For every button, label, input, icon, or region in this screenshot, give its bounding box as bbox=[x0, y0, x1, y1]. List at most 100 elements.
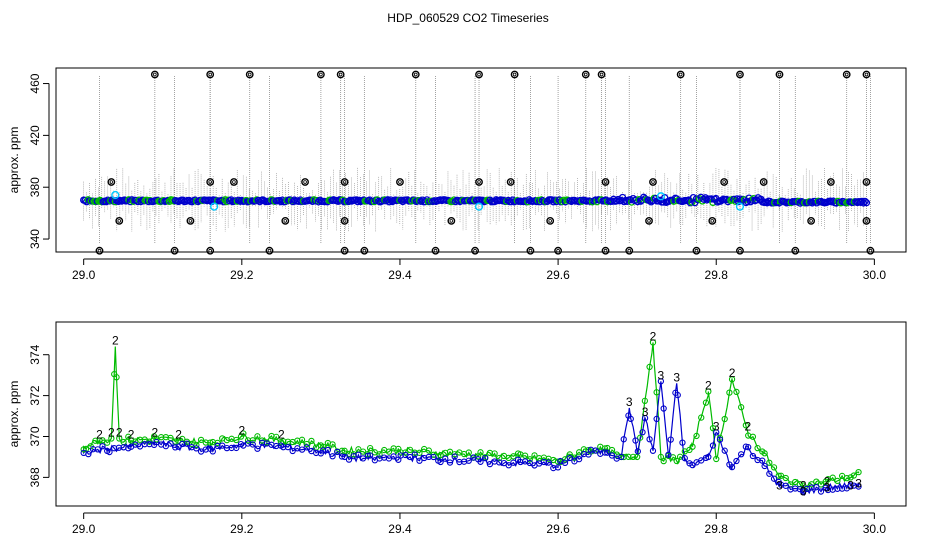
outlier-point-inner bbox=[247, 72, 252, 77]
series-marker-green bbox=[477, 449, 484, 456]
y-axis-bottom: 368 370 372 374 bbox=[28, 344, 50, 487]
series-marker-green bbox=[214, 439, 221, 447]
series-marker-green bbox=[728, 376, 736, 383]
series-marker-green bbox=[726, 389, 733, 396]
series-marker-green bbox=[531, 452, 538, 459]
outlier-point-inner bbox=[868, 248, 873, 253]
series-marker-blue bbox=[627, 415, 634, 423]
baseline-point bbox=[707, 195, 716, 203]
outlier-point-inner bbox=[208, 72, 212, 77]
series-marker-green bbox=[649, 339, 657, 346]
outlier-point bbox=[301, 178, 309, 186]
series-marker-green bbox=[693, 432, 700, 440]
outlier-point-inner bbox=[153, 72, 157, 77]
y-axis-top: 340 380 420 460 bbox=[28, 73, 50, 249]
outlier-point-inner bbox=[556, 248, 560, 253]
outlier-point-inner bbox=[864, 180, 869, 184]
series-marker-green bbox=[669, 454, 677, 461]
outlier-point-inner bbox=[232, 180, 236, 184]
series-marker-green bbox=[782, 474, 789, 482]
chart-title: HDP_060529 CO2 Timeseries bbox=[387, 11, 548, 25]
series-marker-blue bbox=[94, 446, 101, 453]
series-marker-blue bbox=[782, 482, 789, 489]
series-marker-blue bbox=[446, 459, 454, 466]
series-marker-green bbox=[146, 438, 153, 445]
outlier-point-inner bbox=[342, 219, 347, 223]
series-marker-green bbox=[510, 453, 517, 460]
outlier-point-inner bbox=[338, 72, 343, 77]
series-marker-blue bbox=[406, 453, 414, 461]
series-marker-blue bbox=[749, 452, 757, 460]
outlier-point-inner bbox=[829, 180, 833, 184]
series-marker-green bbox=[359, 448, 367, 455]
series-marker-green bbox=[657, 453, 665, 461]
outlier-point bbox=[186, 217, 195, 225]
series-marker-green bbox=[689, 443, 696, 450]
outlier-point-inner bbox=[117, 219, 122, 223]
series-marker-blue bbox=[209, 448, 216, 455]
series-marker-blue bbox=[561, 459, 569, 466]
series-marker-blue bbox=[510, 459, 517, 466]
baseline-point bbox=[743, 197, 752, 206]
series-marker-green bbox=[298, 436, 306, 443]
x-axis-bottom: 29.0 29.2 29.4 29.6 29.8 30.0 bbox=[72, 512, 886, 536]
series-marker-green bbox=[104, 439, 111, 446]
series-marker-blue bbox=[219, 442, 226, 449]
series-marker-blue bbox=[667, 436, 674, 443]
series-marker-blue bbox=[742, 443, 749, 450]
cyan-point bbox=[735, 202, 745, 211]
series-marker-green bbox=[808, 481, 815, 488]
y-axis-label-top: approx. ppm bbox=[7, 127, 21, 194]
series-marker-blue bbox=[698, 457, 705, 464]
series-marker-green bbox=[402, 449, 409, 456]
outlier-point-inner bbox=[761, 180, 766, 184]
series-marker-blue bbox=[526, 459, 533, 467]
outlier-point-inner bbox=[694, 248, 699, 253]
series-marker-green bbox=[376, 451, 383, 458]
outlier-point-inner bbox=[512, 72, 517, 77]
series-marker-blue bbox=[451, 453, 458, 460]
series-marker-blue bbox=[366, 452, 374, 459]
top-y-tick-label: 460 bbox=[28, 73, 42, 93]
series-marker-blue bbox=[653, 415, 660, 423]
series-marker-blue bbox=[303, 444, 310, 451]
outlier-point bbox=[206, 70, 215, 79]
series-lines bbox=[83, 342, 860, 496]
series-label-blue: 3 bbox=[776, 479, 783, 493]
outlier-point-inner bbox=[319, 72, 323, 77]
series-marker-blue bbox=[85, 450, 92, 458]
series-marker-blue bbox=[338, 453, 346, 460]
series-marker-blue bbox=[855, 483, 862, 490]
bottom-y-tick-label: 372 bbox=[28, 385, 42, 405]
cyan-point bbox=[111, 190, 120, 200]
outlier-point-inner bbox=[267, 248, 272, 253]
series-marker-green bbox=[491, 450, 498, 457]
series-marker-blue bbox=[390, 453, 397, 460]
series-label-green: 2 bbox=[238, 423, 245, 437]
outlier-point bbox=[759, 178, 768, 186]
outlier-point bbox=[95, 246, 104, 255]
series-label-green: 2 bbox=[650, 329, 657, 343]
baseline-points bbox=[80, 193, 871, 207]
series-marker-green bbox=[308, 437, 315, 445]
series-label-green: 2 bbox=[151, 426, 158, 440]
outlier-point-inner bbox=[793, 248, 798, 253]
outlier-point bbox=[775, 70, 784, 79]
series-marker-green bbox=[834, 477, 841, 485]
outlier-point bbox=[736, 246, 744, 255]
outlier-point-inner bbox=[722, 180, 726, 184]
series-marker-blue bbox=[193, 445, 200, 452]
series-marker-green bbox=[817, 481, 825, 488]
series-marker-green bbox=[629, 453, 637, 461]
outlier-point-inner bbox=[109, 180, 114, 184]
series-marker-blue bbox=[106, 448, 113, 456]
series-marker-blue bbox=[665, 451, 672, 458]
outlier-point-inner bbox=[844, 72, 849, 77]
top-x-tick-label: 29.2 bbox=[230, 268, 254, 282]
series-marker-blue bbox=[705, 453, 712, 461]
outlier-point-inner bbox=[303, 180, 307, 184]
series-marker-green bbox=[202, 439, 209, 446]
series-marker-blue bbox=[162, 442, 170, 450]
outlier-point-inner bbox=[809, 219, 813, 223]
